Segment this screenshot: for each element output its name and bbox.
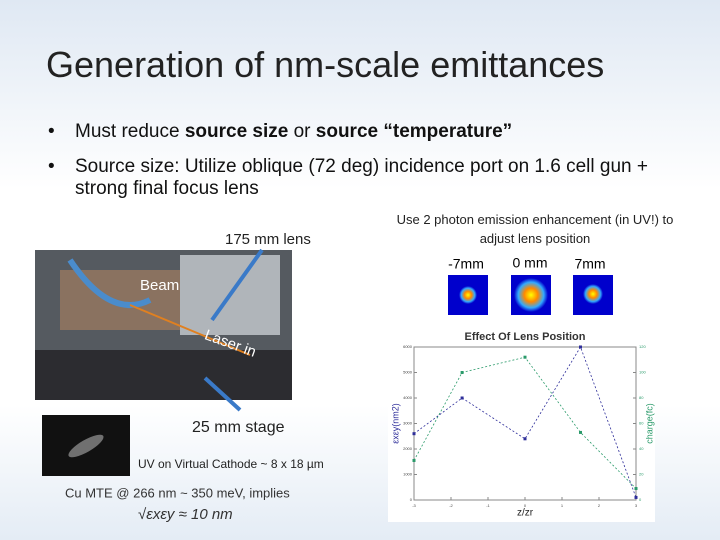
- y-tick-label: 6000: [403, 344, 413, 349]
- label: UV on Virtual Cathode ~ 8 x 18 µm: [138, 457, 324, 471]
- note: Use 2 photon emission enhancement (in UV…: [396, 212, 674, 246]
- y2-axis-label: charge(fc): [644, 403, 654, 444]
- laser-path: [129, 304, 251, 356]
- bullet-text: Must reduce: [75, 121, 185, 142]
- y-tick-label: 4000: [403, 395, 413, 400]
- spot-label: 7mm: [574, 256, 605, 272]
- point: [634, 495, 638, 499]
- arrow: [203, 376, 242, 412]
- y2-tick-label: 60: [639, 421, 644, 426]
- formula: Cu MTE @ 266 nm ~ 350 meV, implies: [65, 485, 290, 500]
- label: 175 mm lens: [225, 231, 311, 248]
- y2-tick-label: 100: [639, 370, 646, 375]
- bullet-text: source size: [184, 121, 289, 142]
- y2-tick-label: 40: [639, 446, 644, 451]
- point: [412, 458, 416, 462]
- photo-detail: [67, 258, 152, 308]
- y2-tick-label: 80: [639, 395, 644, 400]
- bullet-text: or: [288, 121, 316, 142]
- x-tick-label: -1: [486, 503, 490, 508]
- y-tick-label: 3000: [403, 421, 413, 426]
- y2-tick-label: 120: [639, 344, 646, 349]
- y2-tick-label: 0: [639, 497, 642, 502]
- bullet-text: Source size: Utilize oblique (72 deg) in…: [75, 156, 648, 199]
- chart-background: [388, 328, 655, 522]
- y-axis-label: εxεy(nm2): [390, 403, 400, 444]
- x-tick-label: 2: [598, 503, 601, 508]
- label: Beam: [140, 277, 179, 294]
- point: [634, 487, 638, 491]
- point: [460, 371, 464, 374]
- chart: Effect Of Lens Position01000200030004000…: [390, 331, 654, 519]
- bullet: Must reduce source size or source “tempe…: [48, 121, 715, 143]
- y-tick-label: 5000: [403, 370, 413, 375]
- point: [460, 396, 464, 400]
- x-tick-label: -2: [449, 503, 453, 508]
- x-tick-label: 3: [635, 503, 638, 508]
- y-tick-label: 2000: [403, 446, 413, 451]
- y-tick-label: 1000: [403, 472, 413, 477]
- bullet-text: source “temperature”: [315, 121, 513, 142]
- formula: √εxεy ≈ 10 nm: [138, 506, 233, 523]
- x-tick-label: 0: [524, 503, 527, 508]
- spot-label: 0 mm: [513, 255, 548, 271]
- point: [412, 432, 416, 436]
- spot-label: -7mm: [448, 256, 484, 272]
- point: [523, 437, 527, 441]
- spot: [583, 284, 603, 304]
- x-tick-label: 1: [561, 503, 564, 508]
- spot: [514, 278, 548, 312]
- photo-detail: [35, 350, 292, 400]
- point: [523, 355, 527, 359]
- photo-detail: [60, 270, 180, 330]
- spot: [459, 286, 477, 304]
- label: 25 mm stage: [192, 419, 285, 436]
- x-tick-label: -3: [412, 503, 416, 508]
- chart-title: Effect Of Lens Position: [464, 331, 585, 343]
- point: [579, 430, 582, 434]
- slide-title: Generation of nm-scale emittances: [46, 44, 605, 85]
- y2-tick-label: 20: [639, 472, 644, 477]
- x-axis-label: z/zr: [517, 508, 534, 519]
- arrow: [210, 248, 264, 322]
- bullet: Source size: Utilize oblique (72 deg) in…: [48, 156, 685, 200]
- cathode-spot: [68, 434, 104, 458]
- y-tick-label: 0: [410, 497, 413, 502]
- point: [579, 345, 582, 349]
